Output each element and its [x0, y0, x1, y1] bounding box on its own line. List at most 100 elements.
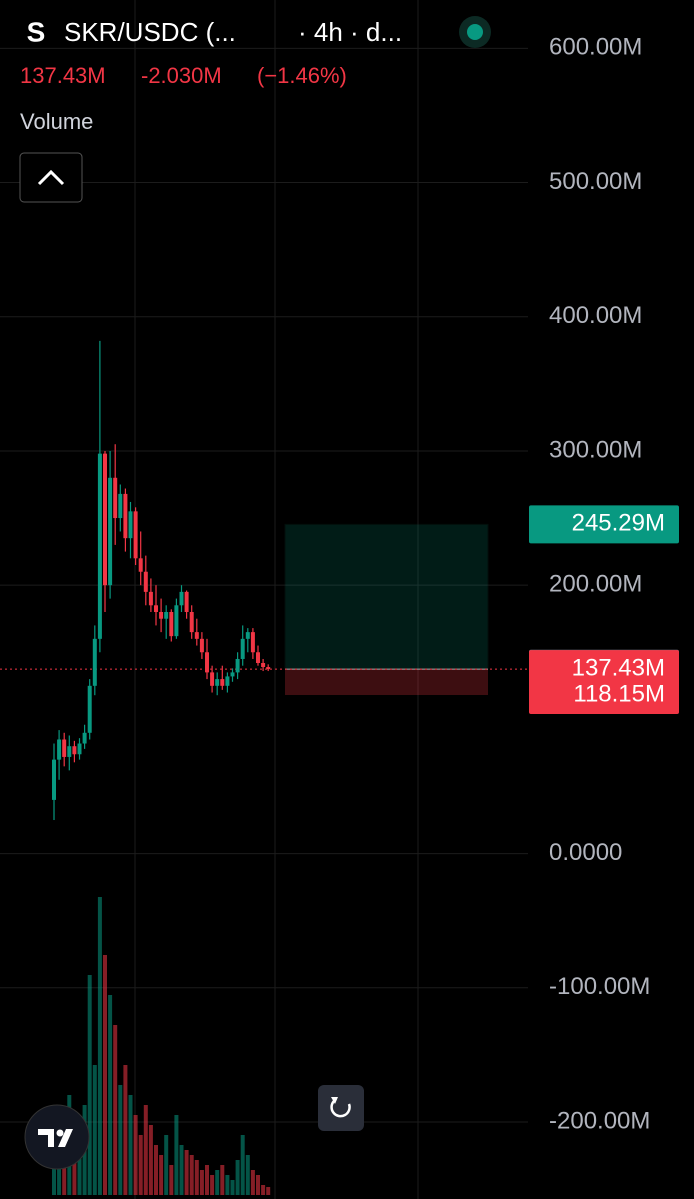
- chevron-icon[interactable]: [37, 169, 65, 186]
- candle-body: [62, 739, 67, 757]
- candle-body: [138, 558, 143, 572]
- volume-bar: [179, 1145, 184, 1195]
- y-tick-label: 500.00M: [549, 168, 642, 195]
- volume-bar: [245, 1155, 250, 1195]
- volume-bar: [266, 1187, 271, 1195]
- volume-bar: [199, 1170, 204, 1195]
- candle-body: [164, 612, 169, 619]
- y-tick-label: -200.00M: [549, 1107, 650, 1134]
- candle-body: [67, 746, 72, 757]
- volume-bar: [62, 1145, 67, 1195]
- candle-body: [194, 632, 199, 639]
- logo-dot[interactable]: [56, 1129, 64, 1137]
- volume-bar: [159, 1155, 164, 1195]
- collapse-button[interactable]: [19, 152, 83, 203]
- volume-bar: [210, 1175, 215, 1195]
- reset-arrow[interactable]: [331, 1097, 338, 1104]
- volume-bar: [194, 1160, 199, 1195]
- price-label: 118.15M: [573, 680, 665, 707]
- candle-body: [235, 658, 240, 673]
- button-frame[interactable]: [318, 1085, 364, 1131]
- volume-bar: [169, 1165, 174, 1195]
- candle-body: [205, 652, 209, 673]
- logo: S: [27, 16, 46, 47]
- header: S SKR/USDC (... · 4h · d... 137.43M -2.0…: [20, 16, 491, 134]
- volume-bar: [220, 1165, 225, 1195]
- candle-body: [179, 591, 184, 606]
- y-tick-label: 600.00M: [549, 34, 642, 61]
- volume-bar: [240, 1135, 245, 1195]
- candle-body: [57, 739, 62, 760]
- candle-body: [133, 511, 138, 559]
- volume-bar: [113, 1025, 118, 1195]
- profit-zone: [284, 523, 489, 670]
- candle-body: [261, 663, 266, 668]
- candle-body: [174, 605, 179, 637]
- candle-body: [215, 679, 220, 686]
- candle-body: [143, 571, 148, 592]
- candle-body: [72, 746, 77, 755]
- candle-body: [240, 638, 245, 659]
- volume-bar: [97, 897, 102, 1195]
- candle-body: [108, 477, 113, 586]
- volume-bar: [92, 1065, 97, 1195]
- volume-bar: [230, 1180, 235, 1195]
- y-tick-label: 400.00M: [549, 302, 642, 329]
- candle-body: [128, 511, 133, 539]
- volume-bar: [128, 1095, 133, 1195]
- candle-body: [256, 652, 260, 663]
- volume-bar: [215, 1170, 220, 1195]
- candle-body: [169, 612, 174, 637]
- candle-body: [97, 453, 102, 639]
- candle-body: [189, 612, 194, 633]
- candle-body: [118, 493, 123, 519]
- volume-bar: [133, 1115, 138, 1195]
- tradingview-logo[interactable]: [24, 1104, 90, 1170]
- candle-body: [230, 672, 235, 677]
- volume-bar: [189, 1155, 194, 1195]
- volume-bar: [143, 1105, 148, 1195]
- candle-body: [113, 477, 118, 519]
- candle-body: [245, 632, 250, 639]
- symbol: SKR/USDC (...: [64, 17, 236, 47]
- volume-bar: [256, 1175, 260, 1195]
- volume-bar: [103, 955, 107, 1195]
- candle-body: [123, 493, 128, 539]
- volume-bar: [154, 1145, 158, 1195]
- volume-bar: [205, 1165, 209, 1195]
- indicator-label: Volume: [20, 109, 93, 134]
- change-pct: (−1.46%): [257, 63, 347, 88]
- button-frame[interactable]: [19, 152, 83, 203]
- reset-icon[interactable]: [330, 1100, 351, 1118]
- reset-button[interactable]: [318, 1085, 364, 1131]
- candle-body: [199, 638, 204, 653]
- candle-body: [154, 605, 158, 612]
- y-tick-label: 300.00M: [549, 436, 642, 463]
- volume-bar: [184, 1150, 189, 1195]
- logo-mark[interactable]: [38, 1129, 73, 1147]
- volume-bar: [250, 1170, 255, 1195]
- y-tick-label: 0.0000: [549, 839, 622, 866]
- logo-circle[interactable]: [24, 1104, 90, 1170]
- candle-body: [250, 632, 255, 653]
- candle-body: [92, 638, 97, 686]
- volume-bar: [118, 1085, 123, 1195]
- volume-bar: [138, 1135, 143, 1195]
- candle-body: [77, 743, 82, 755]
- volume-bar: [123, 1065, 128, 1195]
- volume-bar: [148, 1125, 153, 1195]
- volume-bar: [72, 1135, 77, 1195]
- candle-body: [225, 676, 230, 686]
- price-label-box: [529, 505, 679, 544]
- candle-body: [159, 612, 164, 619]
- candle-body: [148, 591, 153, 606]
- status-dot: [467, 24, 483, 40]
- volume-bar: [174, 1115, 179, 1195]
- y-tick-label: 200.00M: [549, 571, 642, 598]
- volume-bar: [225, 1175, 230, 1195]
- price-label: 245.29M: [572, 510, 665, 537]
- volume-bar: [108, 995, 113, 1195]
- candle-body: [87, 685, 92, 733]
